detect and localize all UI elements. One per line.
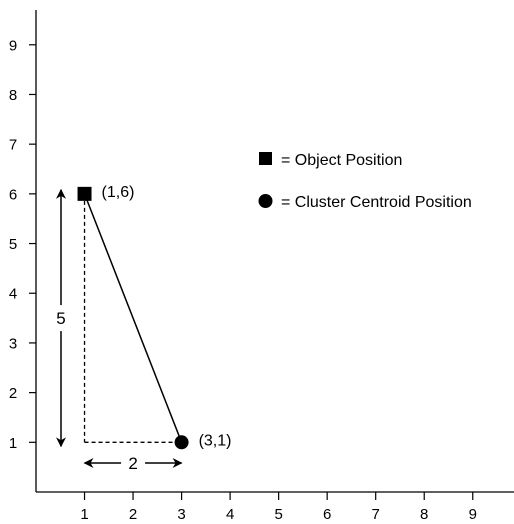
horizontal-distance-label: 2 [128, 454, 137, 473]
vertical-distance-label: 5 [56, 309, 65, 328]
x-tick-label: 2 [129, 506, 137, 523]
x-tick-label: 9 [469, 506, 477, 523]
x-tick-label: 4 [226, 506, 234, 523]
connector-line [83, 193, 183, 443]
x-axis-ticks: 1 2 3 4 5 6 7 8 9 [80, 492, 477, 523]
legend-object-label: = Object Position [281, 152, 402, 169]
centroid-position-marker [174, 435, 189, 450]
y-tick-label: 9 [9, 37, 17, 54]
legend-centroid-label: = Cluster Centroid Position [281, 194, 472, 211]
y-tick-label: 5 [9, 236, 17, 253]
dashed-guides [83, 193, 182, 443]
y-tick-label: 2 [9, 385, 17, 402]
y-tick-label: 1 [9, 435, 17, 452]
y-tick-label: 7 [9, 137, 17, 154]
x-tick-label: 6 [323, 506, 331, 523]
x-tick-label: 1 [80, 506, 88, 523]
y-tick-label: 4 [9, 286, 17, 303]
x-tick-label: 8 [420, 506, 428, 523]
point-coordinate-label: (3,1) [199, 432, 232, 449]
x-tick-label: 3 [177, 506, 185, 523]
legend-circle-marker [258, 194, 273, 208]
distance-connector [83, 193, 183, 443]
distance-annotations: 52 [56, 188, 183, 473]
point-coordinate-label: (1,6) [102, 184, 135, 201]
legend-square-marker [259, 152, 272, 165]
y-axis-ticks: 1 2 3 4 5 6 7 8 9 [9, 37, 36, 452]
y-tick-label: 6 [9, 186, 17, 203]
legend: = Object Position = Cluster Centroid Pos… [258, 152, 472, 211]
x-tick-label: 7 [372, 506, 380, 523]
object-position-marker [77, 186, 92, 201]
y-tick-label: 8 [9, 87, 17, 104]
x-tick-label: 5 [274, 506, 282, 523]
y-tick-label: 3 [9, 335, 17, 352]
data-points: (1,6) (3,1) [77, 184, 232, 450]
